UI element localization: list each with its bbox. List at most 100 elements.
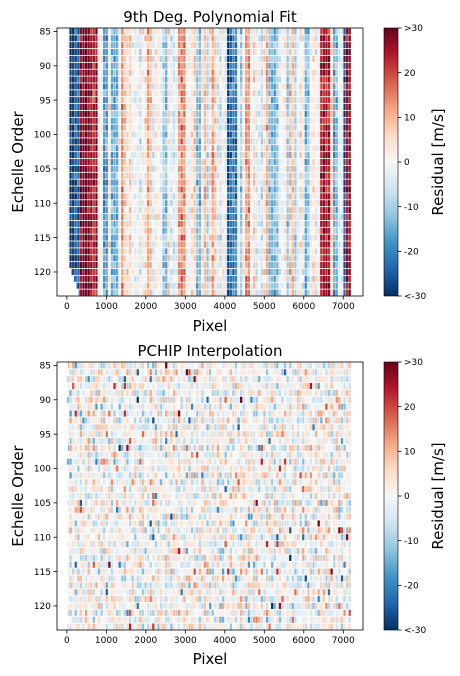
heatmap-cell <box>327 262 331 269</box>
heatmap-cell <box>255 193 258 200</box>
heatmap-cell <box>139 186 142 193</box>
heatmap-cell <box>252 389 256 396</box>
heatmap-cell <box>227 158 230 166</box>
heatmap-cell <box>317 42 320 49</box>
heatmap-cell <box>234 389 238 396</box>
heatmap-cell <box>291 213 294 221</box>
heatmap-cell <box>136 396 139 403</box>
heatmap-cell <box>100 69 103 76</box>
heatmap-cell <box>283 103 287 111</box>
heatmap-cell <box>229 234 232 241</box>
heatmap-cell <box>281 289 284 296</box>
heatmap-cell <box>121 35 124 42</box>
heatmap-cell <box>211 241 214 248</box>
heatmap-cell <box>214 262 217 269</box>
heatmap-cell <box>343 83 346 90</box>
heatmap-cell <box>330 35 333 42</box>
heatmap-cell <box>123 220 127 227</box>
heatmap-cell <box>333 83 336 90</box>
heatmap-cell <box>69 234 72 241</box>
heatmap-cell <box>183 234 186 241</box>
heatmap-cell <box>219 362 222 369</box>
heatmap-cell <box>234 42 238 49</box>
heatmap-cell <box>74 262 77 269</box>
heatmap-cell <box>149 282 152 289</box>
heatmap-cell <box>175 103 178 111</box>
heatmap-cell <box>136 165 139 172</box>
heatmap-cell <box>216 145 220 152</box>
heatmap-cell <box>312 234 315 241</box>
heatmap-cell <box>110 396 114 403</box>
heatmap-cell <box>214 234 217 241</box>
heatmap-cell <box>121 103 124 111</box>
heatmap-cell <box>196 186 199 193</box>
heatmap-cell <box>193 124 196 131</box>
heatmap-cell <box>95 193 98 200</box>
heatmap-cell <box>139 28 142 35</box>
heatmap-cell <box>146 28 150 35</box>
heatmap-cell <box>123 152 127 159</box>
heatmap-cell <box>268 179 271 186</box>
heatmap-cell <box>72 389 75 396</box>
heatmap-cell <box>134 62 137 69</box>
heatmap-cell <box>175 83 178 90</box>
heatmap-cell <box>242 275 245 282</box>
heatmap-cell <box>175 124 178 131</box>
heatmap-cell <box>123 262 127 269</box>
heatmap-cell <box>113 103 116 111</box>
heatmap-cell <box>255 289 258 296</box>
heatmap-cell <box>123 103 127 111</box>
heatmap-cell <box>92 42 95 49</box>
heatmap-cell <box>291 383 294 390</box>
heatmap-cell <box>214 145 217 152</box>
heatmap-cell <box>115 207 119 214</box>
heatmap-cell <box>299 62 302 69</box>
heatmap-cell <box>100 28 103 35</box>
heatmap-cell <box>165 158 168 166</box>
heatmap-cell <box>209 369 212 376</box>
heatmap-cell <box>281 248 284 255</box>
heatmap-cell <box>258 69 261 76</box>
heatmap-cell <box>198 103 201 111</box>
heatmap-cell <box>74 200 77 207</box>
heatmap-cell <box>283 362 287 369</box>
heatmap-cell <box>108 124 111 131</box>
heatmap-cell <box>159 179 163 186</box>
heatmap-cell <box>286 268 289 275</box>
heatmap-cell <box>327 282 331 289</box>
heatmap-cell <box>131 383 134 390</box>
heatmap-cell <box>317 172 320 179</box>
heatmap-cell <box>247 42 251 49</box>
heatmap-cell <box>309 248 313 255</box>
heatmap-cell <box>330 255 333 262</box>
heatmap-cell <box>190 275 194 282</box>
heatmap-cell <box>281 213 284 221</box>
heatmap-cell <box>312 158 315 166</box>
heatmap-cell <box>250 103 253 111</box>
heatmap-cell <box>211 289 214 296</box>
heatmap-cell <box>105 138 108 145</box>
heatmap-cell <box>242 234 245 241</box>
heatmap-cell <box>144 62 147 69</box>
heatmap-cell <box>278 200 282 207</box>
heatmap-cell <box>206 207 209 214</box>
heatmap-cell <box>309 110 313 117</box>
heatmap-cell <box>312 220 315 227</box>
heatmap-cell <box>296 179 300 186</box>
heatmap-cell <box>258 282 261 289</box>
heatmap-cell <box>77 131 80 138</box>
heatmap-cell <box>201 289 204 296</box>
heatmap-cell <box>175 200 178 207</box>
heatmap-cell <box>330 200 333 207</box>
heatmap-cell <box>224 207 227 214</box>
heatmap-cell <box>255 376 258 383</box>
heatmap-cell <box>258 289 261 296</box>
heatmap-cell <box>304 262 307 269</box>
heatmap-cell <box>283 165 287 172</box>
heatmap-cell <box>268 227 271 234</box>
heatmap-cell <box>340 383 344 390</box>
heatmap-cell <box>234 172 238 179</box>
heatmap-cell <box>340 124 344 131</box>
heatmap-cell <box>175 234 178 241</box>
heatmap-cell <box>196 268 199 275</box>
